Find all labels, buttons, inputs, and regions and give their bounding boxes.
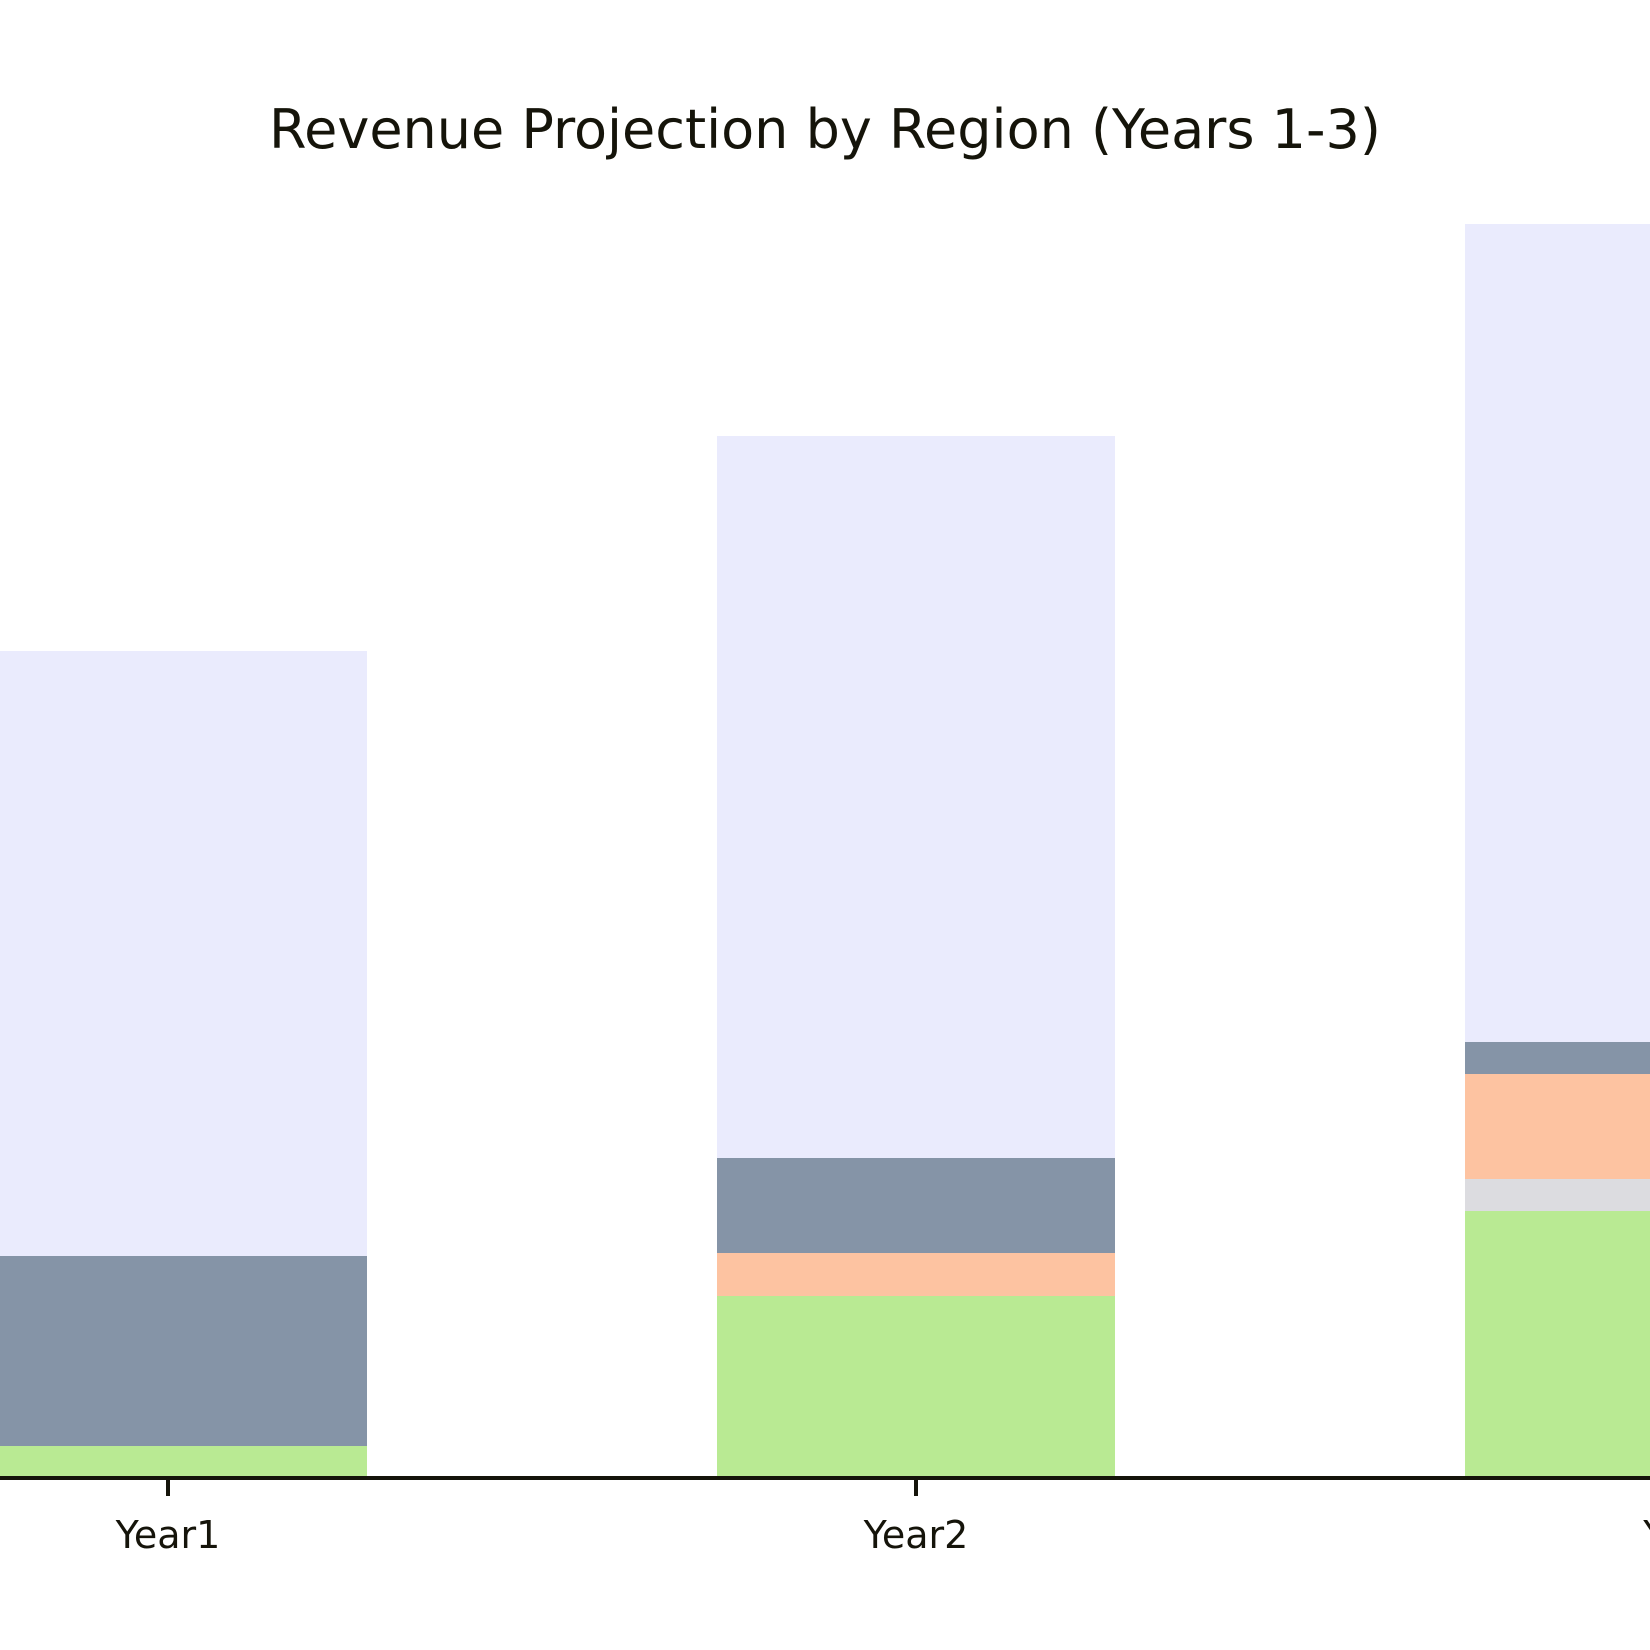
x-tick-label-year3: Ye [1642, 1513, 1650, 1557]
bars-layer [0, 224, 1650, 1476]
bar-segment-year1-series-5 [0, 651, 367, 1256]
bar-segment-year2-series-1 [717, 1296, 1115, 1476]
bar-segment-year1-series-4 [0, 1256, 367, 1446]
bar-segment-year2-series-4 [717, 1158, 1115, 1253]
bar-segment-year3-series-2 [1465, 1179, 1650, 1211]
chart-title: Revenue Projection by Region (Years 1-3) [269, 98, 1381, 161]
bar-segment-year3-series-5 [1465, 224, 1650, 1042]
bar-segment-year1-series-1 [0, 1446, 367, 1476]
x-tick-label-year2: Year2 [863, 1513, 969, 1557]
bar-segment-year2-series-5 [717, 436, 1115, 1158]
x-tick-label-year1: Year1 [115, 1513, 221, 1557]
bar-segment-year3-series-1 [1465, 1211, 1650, 1476]
x-axis: Year1 Year2 Ye [0, 1476, 1650, 1557]
bar-segment-year3-series-4 [1465, 1042, 1650, 1074]
bar-segment-year3-series-3 [1465, 1074, 1650, 1179]
bar-segment-year2-series-3 [717, 1253, 1115, 1296]
